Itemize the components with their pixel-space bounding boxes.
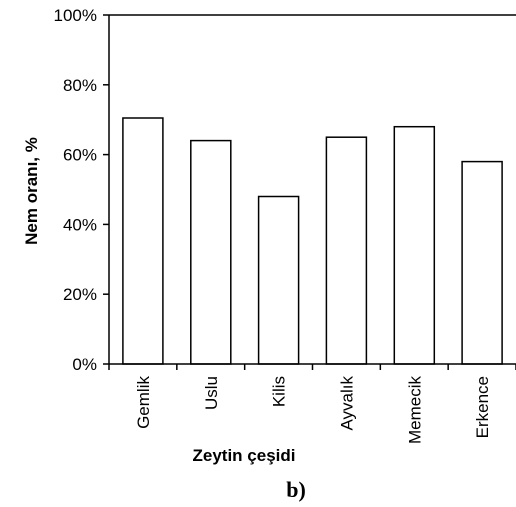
y-tick-label: 60% bbox=[63, 146, 97, 165]
bar-memecik bbox=[393, 125, 436, 365]
bar-erkence bbox=[461, 160, 503, 365]
bar-ayvalık bbox=[325, 136, 368, 365]
bar-gemlik bbox=[122, 117, 164, 365]
y-tick-label: 40% bbox=[63, 215, 97, 234]
y-tick-label: 100% bbox=[54, 6, 97, 25]
x-tick-label: Memecik bbox=[405, 376, 424, 445]
y-tick-label: 0% bbox=[72, 355, 97, 374]
x-tick-label: Ayvalık bbox=[337, 376, 356, 431]
y-tick-label: 80% bbox=[63, 76, 97, 95]
y-axis-title: Nem oranı, % bbox=[22, 137, 41, 245]
panel-label: b) bbox=[286, 477, 306, 502]
x-tick-label: Erkence bbox=[473, 376, 492, 438]
plot-area: 0% 20% 40% 60% 80% 100% Gemlik Uslu Kilis Ayvalık… bbox=[54, 6, 516, 444]
x-axis-title: Zeytin çeşidi bbox=[193, 446, 296, 465]
x-tick-label: Gemlik bbox=[134, 376, 153, 429]
bar-uslu bbox=[190, 139, 232, 365]
x-tick-label: Uslu bbox=[202, 376, 221, 410]
x-tick-label: Kilis bbox=[270, 376, 289, 407]
bar-kilis bbox=[257, 195, 300, 365]
y-tick-label: 20% bbox=[63, 285, 97, 304]
